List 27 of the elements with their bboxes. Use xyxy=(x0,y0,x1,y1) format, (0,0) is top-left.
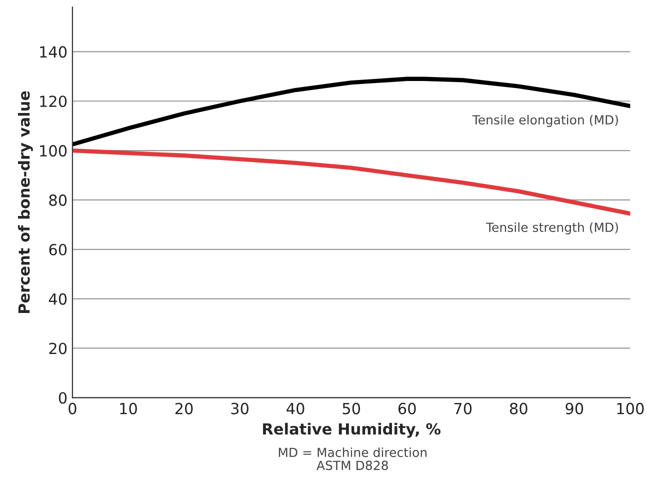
x-tick-label: 100 xyxy=(617,402,644,414)
series-label: Tensile strength (MD) xyxy=(486,222,618,234)
x-tick-label: 20 xyxy=(175,402,193,414)
x-tick-label: 70 xyxy=(454,402,472,414)
y-tick-label: 0 xyxy=(58,392,67,404)
x-tick-label: 40 xyxy=(286,402,304,414)
y-tick-label: 40 xyxy=(48,293,67,305)
x-axis-title: Relative Humidity, % xyxy=(263,422,441,438)
x-tick-label: 90 xyxy=(566,402,584,414)
line-series xyxy=(72,148,630,216)
x-tick-label: 60 xyxy=(398,402,416,414)
y-tick-label: 100 xyxy=(40,145,67,157)
y-tick-label: 140 xyxy=(40,46,67,58)
x-tick-label: 80 xyxy=(510,402,528,414)
y-tick-label: 20 xyxy=(49,342,67,354)
x-tick-label: 50 xyxy=(342,402,360,414)
y-tick-label: 120 xyxy=(40,96,67,108)
text: ASTM D828 xyxy=(316,460,388,470)
line-series xyxy=(72,76,630,146)
x-tick-label: 10 xyxy=(120,402,137,414)
x-tick-label: 0 xyxy=(68,402,76,414)
y-tick-label: 80 xyxy=(49,194,67,206)
x-tick-label: 30 xyxy=(231,402,248,414)
text: MD = Machine direction xyxy=(278,447,427,458)
y-axis-title: Percent of bone-dry value xyxy=(18,91,33,314)
y-tick-label: 60 xyxy=(49,244,67,256)
series-label: Tensile elongation (MD) xyxy=(472,114,618,127)
